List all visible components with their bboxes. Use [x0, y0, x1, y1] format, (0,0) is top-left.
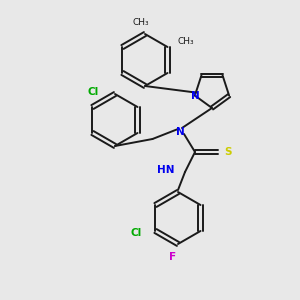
Text: Cl: Cl: [88, 87, 99, 97]
Text: CH₃: CH₃: [178, 38, 194, 46]
Text: HN: HN: [158, 165, 175, 175]
Text: S: S: [224, 147, 232, 157]
Text: F: F: [169, 252, 177, 262]
Text: CH₃: CH₃: [133, 18, 149, 27]
Text: Cl: Cl: [130, 228, 142, 238]
Text: N: N: [176, 127, 184, 137]
Text: N: N: [190, 91, 199, 100]
